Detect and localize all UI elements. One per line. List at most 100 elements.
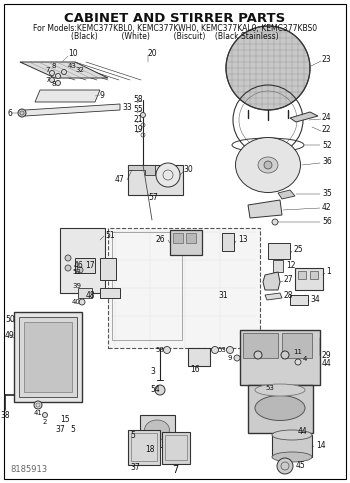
Text: 46: 46 xyxy=(73,260,83,270)
Circle shape xyxy=(211,346,218,354)
Text: 14: 14 xyxy=(316,440,326,450)
Bar xyxy=(60,228,105,293)
Circle shape xyxy=(18,109,26,117)
Text: 7: 7 xyxy=(45,77,49,83)
Polygon shape xyxy=(20,62,108,78)
Text: 32: 32 xyxy=(75,67,84,73)
Text: 53: 53 xyxy=(155,347,164,353)
Bar xyxy=(19,317,77,397)
Polygon shape xyxy=(248,200,282,218)
Text: (Black)          (White)          (Biscuit)    (Black Stainless): (Black) (White) (Biscuit) (Black Stainle… xyxy=(71,31,279,41)
Text: 39: 39 xyxy=(72,283,81,289)
Text: 7: 7 xyxy=(45,67,49,73)
Text: 11: 11 xyxy=(293,349,302,355)
Text: 13: 13 xyxy=(238,236,248,244)
Text: CABINET AND STIRRER PARTS: CABINET AND STIRRER PARTS xyxy=(64,12,286,25)
Circle shape xyxy=(77,267,83,273)
Text: 53: 53 xyxy=(217,347,226,353)
Bar xyxy=(112,232,182,340)
Text: 53: 53 xyxy=(72,269,81,275)
Bar xyxy=(188,348,210,366)
Ellipse shape xyxy=(145,420,169,440)
Text: 5: 5 xyxy=(70,426,75,435)
Text: 19: 19 xyxy=(133,126,143,134)
Bar xyxy=(14,312,82,402)
Bar xyxy=(268,243,290,259)
Text: 38: 38 xyxy=(0,412,10,421)
Text: 28: 28 xyxy=(284,292,294,300)
Text: 41: 41 xyxy=(34,410,42,416)
Text: 48: 48 xyxy=(85,290,95,299)
Text: 36: 36 xyxy=(322,157,332,167)
Circle shape xyxy=(140,113,146,117)
Bar xyxy=(100,258,116,280)
Bar xyxy=(170,230,202,255)
Polygon shape xyxy=(263,272,280,290)
Circle shape xyxy=(226,26,310,110)
Circle shape xyxy=(42,412,48,417)
Text: 56: 56 xyxy=(322,217,332,227)
Bar xyxy=(273,260,283,272)
Circle shape xyxy=(281,351,289,359)
Text: 16: 16 xyxy=(190,366,200,374)
Bar xyxy=(240,330,320,385)
Polygon shape xyxy=(265,293,282,300)
Ellipse shape xyxy=(272,430,312,440)
Text: 21: 21 xyxy=(133,115,142,125)
Bar xyxy=(128,430,160,465)
Text: 5: 5 xyxy=(130,430,135,440)
Text: 8: 8 xyxy=(52,63,56,69)
Text: 50: 50 xyxy=(5,315,15,325)
Circle shape xyxy=(62,70,66,74)
Text: 4: 4 xyxy=(303,356,307,362)
Text: 34: 34 xyxy=(310,296,320,304)
Text: 8185913: 8185913 xyxy=(10,466,47,474)
Text: 55: 55 xyxy=(133,105,143,114)
Circle shape xyxy=(295,359,301,365)
Circle shape xyxy=(264,161,272,169)
Bar xyxy=(290,295,308,305)
Text: 40: 40 xyxy=(72,299,81,305)
Text: 44: 44 xyxy=(322,358,332,368)
Circle shape xyxy=(254,351,262,359)
Ellipse shape xyxy=(258,157,278,173)
Bar xyxy=(272,435,312,457)
Circle shape xyxy=(277,458,293,474)
Bar xyxy=(78,288,92,298)
Text: 35: 35 xyxy=(322,188,332,198)
Text: 9: 9 xyxy=(100,90,105,99)
Text: 52: 52 xyxy=(322,141,332,150)
Text: 6: 6 xyxy=(8,109,13,117)
Circle shape xyxy=(65,265,71,271)
Text: 15: 15 xyxy=(60,415,70,425)
Text: 9: 9 xyxy=(227,355,231,361)
Text: 45: 45 xyxy=(296,461,306,470)
Text: 33: 33 xyxy=(122,103,132,113)
Bar xyxy=(162,432,190,464)
Text: 44: 44 xyxy=(297,427,307,437)
Text: 20: 20 xyxy=(148,48,158,57)
Polygon shape xyxy=(35,90,100,102)
Text: 54: 54 xyxy=(150,385,160,395)
Circle shape xyxy=(56,81,61,85)
Text: 51: 51 xyxy=(105,230,115,240)
Text: 7: 7 xyxy=(172,465,178,475)
Text: 30: 30 xyxy=(183,166,193,174)
Circle shape xyxy=(272,219,278,225)
Ellipse shape xyxy=(236,138,301,193)
Bar xyxy=(295,268,323,290)
Bar xyxy=(24,322,72,392)
Text: 3: 3 xyxy=(150,368,155,377)
Ellipse shape xyxy=(255,396,305,421)
Text: 26: 26 xyxy=(155,236,164,244)
Text: 37: 37 xyxy=(130,464,140,472)
Text: 43: 43 xyxy=(68,63,77,69)
Circle shape xyxy=(234,355,240,361)
Bar xyxy=(75,258,95,273)
Text: 10: 10 xyxy=(68,49,78,58)
Circle shape xyxy=(49,71,55,75)
Text: 31: 31 xyxy=(218,290,228,299)
Text: For Models:KEMC377KBL0, KEMC377KWH0, KEMC377KAL0, KEMC377KBS0: For Models:KEMC377KBL0, KEMC377KWH0, KEM… xyxy=(33,24,317,32)
Bar xyxy=(248,385,313,433)
Circle shape xyxy=(56,73,61,79)
